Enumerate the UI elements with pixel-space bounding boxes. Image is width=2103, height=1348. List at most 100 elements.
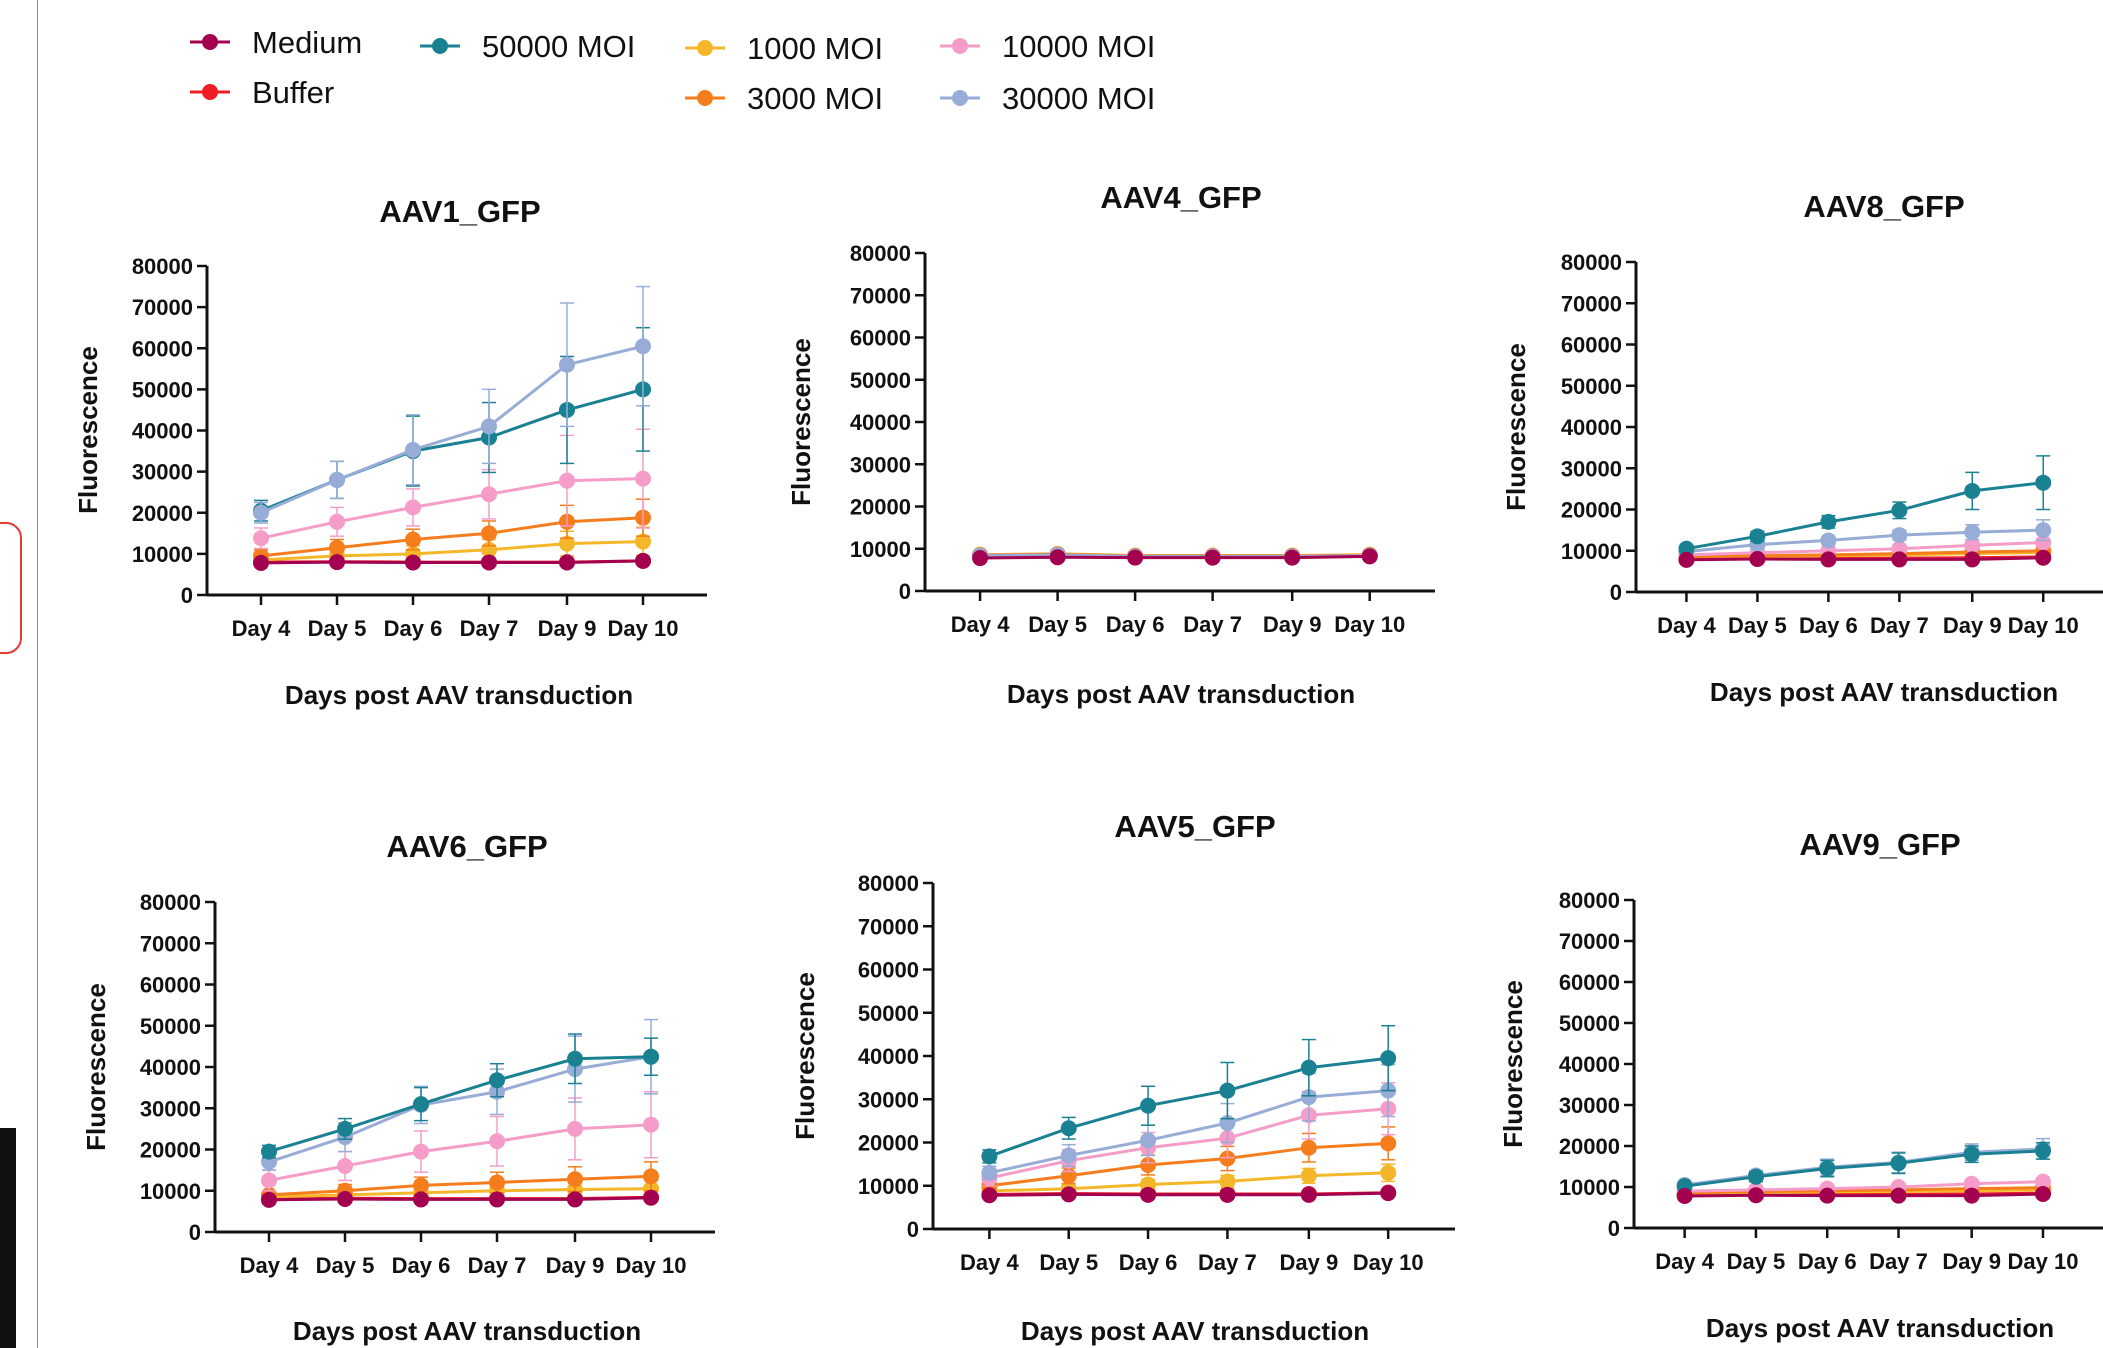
y-tick-label: 80000 <box>850 241 911 266</box>
data-point <box>337 1191 353 1207</box>
x-tick-label: Day 10 <box>1353 1250 1424 1275</box>
chart-panel-aav5-gfp: AAV5_GFP 0 10000 20000 30000 40000 50000 60000 7… <box>790 809 1455 1346</box>
series-line <box>989 1171 1389 1193</box>
data-point <box>2034 1173 2051 1190</box>
chart-title: AAV5_GFP <box>1114 809 1275 844</box>
x-tick-label: Day 7 <box>1198 1250 1257 1275</box>
y-tick-label: 60000 <box>1559 970 1620 995</box>
data-point <box>635 533 651 550</box>
data-point <box>2035 522 2052 539</box>
data-point <box>1678 551 1695 568</box>
series-medium <box>253 552 651 571</box>
y-axis-title: Fluorescence <box>1498 980 1528 1148</box>
legend-swatch-marker <box>432 38 448 54</box>
series-line <box>268 1196 652 1202</box>
data-point <box>329 554 345 571</box>
data-point <box>1964 482 1981 499</box>
x-tick-label: Day 4 <box>960 1250 1019 1275</box>
y-tick-label: 80000 <box>1561 250 1622 275</box>
legend-label: Buffer <box>252 75 334 110</box>
x-tick-label: Day 5 <box>1727 1249 1786 1274</box>
data-point <box>1963 1146 1980 1163</box>
left-side-tab[interactable] <box>0 522 22 654</box>
x-axis-title: Days post AAV transduction <box>1021 1316 1369 1346</box>
data-point <box>1963 1187 1980 1204</box>
y-tick-label: 60000 <box>858 958 919 983</box>
data-point <box>1140 1186 1157 1203</box>
data-point <box>1890 1187 1907 1204</box>
y-tick-label: 30000 <box>132 460 193 485</box>
data-point <box>981 1164 998 1181</box>
x-tick-label: Day 10 <box>608 616 679 641</box>
legend-swatch-marker <box>952 38 968 54</box>
y-tick-label: 20000 <box>132 501 193 526</box>
y-tick-label: 50000 <box>140 1014 201 1039</box>
y-tick-label: 50000 <box>850 368 911 393</box>
series-line <box>268 1174 652 1197</box>
data-point <box>1300 1089 1317 1106</box>
legend-item-3000-moi: 3000 MOI <box>685 81 883 116</box>
x-tick-label: Day 6 <box>1106 612 1165 637</box>
data-point <box>1891 551 1908 568</box>
data-point <box>405 499 421 516</box>
data-point <box>1300 1059 1317 1076</box>
y-tick-label: 70000 <box>1559 929 1620 954</box>
data-point <box>261 1143 277 1160</box>
data-point <box>1819 1160 1836 1177</box>
data-point <box>1300 1167 1317 1184</box>
data-point <box>481 525 497 542</box>
data-point <box>559 472 575 489</box>
chart-panel-aav6-gfp: AAV6_GFP 0 10000 20000 30000 40000 50000 60000 7… <box>81 829 715 1346</box>
y-tick-label: 10000 <box>858 1174 919 1199</box>
data-point <box>635 338 651 355</box>
y-tick-label: 20000 <box>858 1131 919 1156</box>
y-tick-label: 10000 <box>1559 1175 1620 1200</box>
data-point <box>1300 1139 1317 1156</box>
legend-item-medium: Medium <box>190 25 362 60</box>
series-line <box>1684 1186 2044 1195</box>
x-tick-label: Day 9 <box>1943 613 2002 638</box>
y-tick-label: 20000 <box>1561 498 1622 523</box>
data-point <box>1380 1164 1397 1181</box>
data-point <box>1049 549 1066 566</box>
legend-swatch-marker <box>697 90 713 106</box>
x-tick-label: Day 9 <box>538 616 597 641</box>
data-point <box>1820 532 1837 549</box>
y-tick-label: 70000 <box>140 931 201 956</box>
y-axis-title: Fluorescence <box>73 346 103 514</box>
series-line <box>1686 556 2044 562</box>
series-line <box>1686 528 2044 554</box>
data-point <box>2035 549 2052 566</box>
left-sidebar-strip <box>0 0 40 1348</box>
y-tick-label: 30000 <box>850 452 911 477</box>
data-point <box>413 1177 429 1194</box>
x-tick-label: Day 6 <box>1119 1250 1178 1275</box>
data-point <box>1891 527 1908 544</box>
data-point <box>405 441 421 458</box>
data-point <box>253 554 269 571</box>
y-tick-label: 40000 <box>1559 1052 1620 1077</box>
legend-item-1000-moi: 1000 MOI <box>685 31 883 66</box>
x-tick-label: Day 5 <box>316 1253 375 1278</box>
data-point <box>1819 1187 1836 1204</box>
y-axis-title: Fluorescence <box>790 972 820 1140</box>
data-point <box>643 1048 659 1065</box>
y-tick-label: 40000 <box>850 410 911 435</box>
y-tick-label: 70000 <box>850 283 911 308</box>
series-line <box>1686 481 2044 551</box>
series-50000-moi <box>1678 455 2052 557</box>
y-tick-label: 0 <box>907 1217 919 1242</box>
x-tick-label: Day 5 <box>1028 612 1087 637</box>
data-point <box>329 513 345 530</box>
x-tick-label: Day 10 <box>2007 1249 2078 1274</box>
y-tick-label: 0 <box>181 583 193 608</box>
x-axis-title: Days post AAV transduction <box>285 680 633 710</box>
series-line <box>260 344 644 515</box>
y-tick-label: 20000 <box>1559 1134 1620 1159</box>
data-point <box>1204 549 1221 566</box>
data-point <box>481 418 497 435</box>
x-tick-label: Day 6 <box>1798 1249 1857 1274</box>
legend-item-30000-moi: 30000 MOI <box>940 81 1155 116</box>
data-point <box>1820 551 1837 568</box>
y-tick-label: 50000 <box>858 1001 919 1026</box>
